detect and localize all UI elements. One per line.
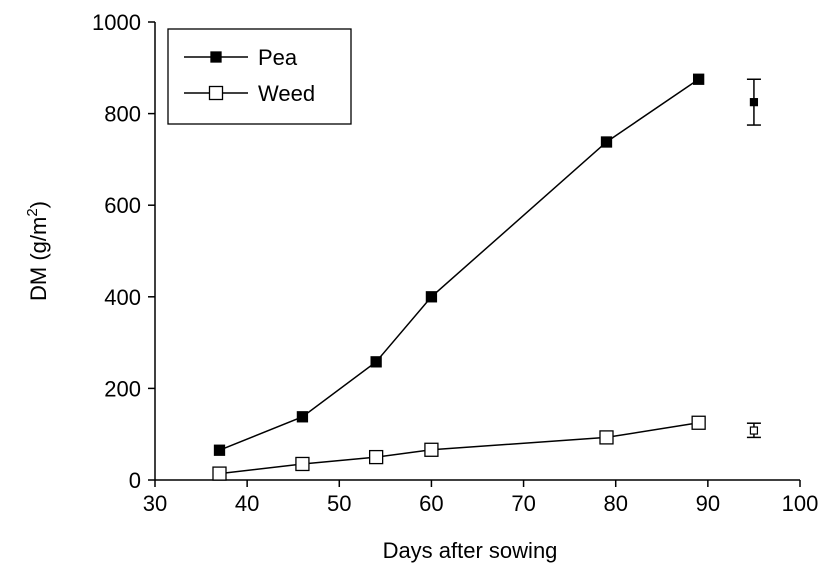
data-point-pea — [296, 411, 309, 423]
y-axis-title-superscript: 2 — [24, 208, 41, 216]
data-point-pea — [425, 291, 438, 303]
data-point-pea — [213, 444, 226, 456]
y-tick-label: 200 — [104, 376, 141, 401]
y-axis-title: DM (g/m2) — [24, 201, 51, 301]
error-bar-pea — [746, 78, 761, 126]
legend-marker-pea — [210, 51, 222, 63]
legend-label-pea: Pea — [258, 45, 298, 70]
y-axis-title-main: DM (g/m — [26, 217, 51, 301]
data-point-weed — [295, 456, 310, 472]
data-point-weed — [691, 415, 706, 430]
x-tick-label: 90 — [696, 491, 720, 516]
data-point-weed — [599, 430, 614, 445]
y-tick-label: 1000 — [92, 10, 141, 35]
data-point-pea — [692, 73, 705, 85]
legend-item-pea: Pea — [184, 45, 298, 70]
series-line-weed — [219, 422, 699, 475]
x-axis-title: Days after sowing — [383, 538, 558, 563]
x-tick-label: 30 — [143, 491, 167, 516]
error-bar-weed — [746, 422, 761, 439]
data-point-weed — [424, 442, 439, 457]
series-weed — [212, 415, 706, 481]
y-tick-label: 0 — [129, 468, 141, 493]
x-axis-ticks: 30 40 50 60 70 80 90 100 — [143, 480, 819, 516]
error-bar-mean — [749, 426, 759, 435]
y-tick-label: 600 — [104, 193, 141, 218]
y-axis-ticks: 0 200 400 600 800 1000 — [92, 10, 155, 493]
series-line-pea — [219, 78, 700, 451]
y-tick-label: 400 — [104, 285, 141, 310]
data-point-pea — [370, 356, 382, 368]
error-bar-mean — [749, 98, 759, 107]
x-tick-label: 40 — [235, 491, 259, 516]
legend-marker-weed — [208, 85, 224, 101]
series-layer — [212, 73, 706, 481]
legend-box — [167, 28, 352, 125]
legend: Pea Weed — [167, 28, 352, 125]
y-tick-label: 800 — [104, 102, 141, 127]
x-tick-label: 70 — [511, 491, 535, 516]
x-tick-label: 100 — [782, 491, 819, 516]
data-point-pea — [600, 136, 613, 148]
x-tick-label: 60 — [419, 491, 443, 516]
data-point-weed — [212, 466, 227, 481]
x-tick-label: 80 — [603, 491, 627, 516]
legend-label-weed: Weed — [258, 81, 315, 106]
data-point-weed — [368, 449, 384, 465]
x-tick-label: 50 — [327, 491, 351, 516]
y-axis-title-suffix: ) — [26, 201, 51, 208]
error-bar-layer — [746, 78, 761, 439]
legend-item-weed: Weed — [184, 81, 315, 106]
series-pea — [213, 73, 705, 456]
axes — [154, 22, 800, 481]
